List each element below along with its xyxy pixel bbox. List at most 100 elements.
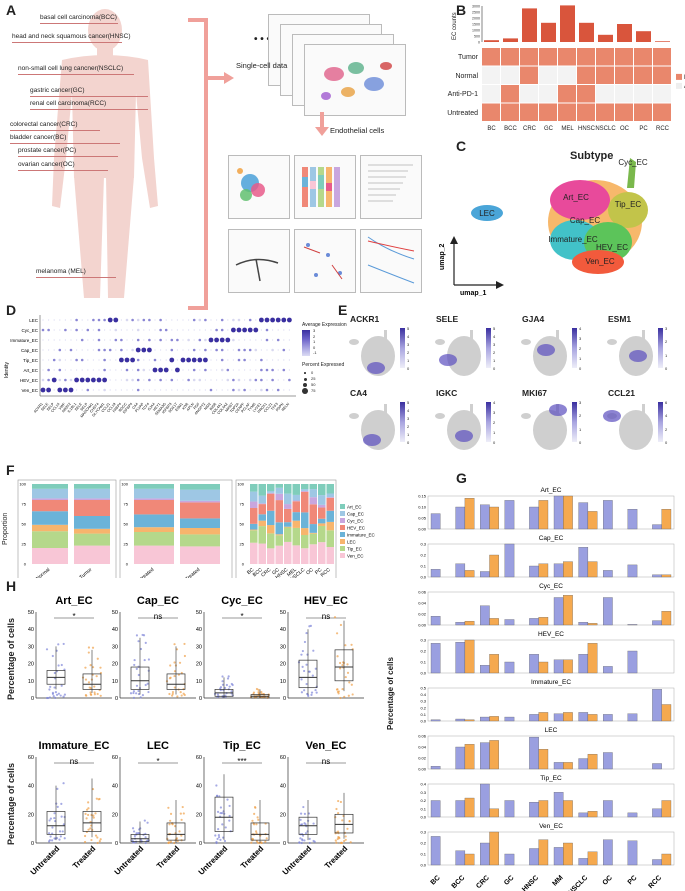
- d-dot: [208, 337, 214, 343]
- e-scale-tick: 3: [493, 410, 496, 415]
- d-dot: [92, 349, 94, 351]
- d-dot: [283, 389, 285, 391]
- h-point: [169, 812, 173, 815]
- h-title: Ven_EC: [306, 740, 347, 752]
- d-dot: [192, 318, 196, 322]
- d-dot: [277, 369, 279, 371]
- h-point: [220, 811, 224, 815]
- h-ytick: 10: [112, 679, 118, 685]
- h-point: [260, 690, 263, 694]
- h-point: [171, 823, 174, 826]
- d-dot: [52, 358, 56, 362]
- d-dot: [107, 317, 113, 323]
- d-dot: [143, 329, 145, 331]
- d-dot: [165, 319, 167, 321]
- e-scale-tick: 0: [407, 440, 410, 445]
- b-cell: [482, 66, 500, 84]
- h-point: [183, 693, 186, 697]
- d-dot: [227, 319, 229, 321]
- f-segment: [134, 500, 174, 515]
- f-segment: [301, 490, 309, 492]
- d-dot: [154, 349, 156, 351]
- d-dot: [266, 349, 268, 351]
- g-bar-untreated: [529, 618, 539, 626]
- d-dot: [210, 369, 212, 371]
- h-point: [216, 693, 220, 696]
- d-dot: [51, 377, 57, 383]
- f-xtick: PC: [314, 567, 323, 576]
- d-feature-label: CHST4: [89, 402, 100, 414]
- g-bar-untreated: [529, 565, 539, 578]
- g-bar-treated: [489, 554, 499, 578]
- pointer-line: [10, 130, 100, 131]
- e-gene-title: SELE: [436, 314, 459, 324]
- d-dot: [132, 329, 134, 331]
- d-dot: [216, 389, 218, 391]
- c-label-art: Art_EC: [563, 193, 589, 202]
- d-dot: [260, 329, 262, 331]
- g-bar-treated: [489, 618, 499, 626]
- h-point: [55, 837, 59, 840]
- h-point: [221, 683, 225, 686]
- g-bar-treated: [538, 617, 549, 626]
- d-dot: [203, 357, 208, 363]
- d-dot: [75, 318, 78, 322]
- h-xtick: Untreated: [29, 844, 62, 877]
- d-dot: [227, 389, 229, 391]
- d-dot: [276, 388, 280, 392]
- single-cell-label: Single-cell data: [236, 61, 288, 70]
- f-xtick: BCC: [252, 567, 264, 578]
- h-box: [334, 813, 354, 834]
- g-bar-treated: [587, 714, 598, 722]
- h-point: [62, 823, 65, 826]
- g-bar-treated: [538, 839, 549, 866]
- g-bar-untreated: [578, 858, 589, 866]
- d-dot: [260, 388, 263, 392]
- d-dot: [204, 329, 206, 331]
- h-point: [57, 664, 60, 667]
- d-row-label: Ven_EC: [21, 388, 38, 393]
- d-dot: [255, 359, 257, 361]
- h-point: [54, 696, 57, 699]
- g-bar-treated: [464, 639, 475, 674]
- h-point: [264, 840, 267, 843]
- b-cell: [653, 48, 671, 66]
- g-bar-untreated: [652, 620, 662, 626]
- f-legend-label: HEV_EC: [347, 526, 366, 531]
- h-point: [135, 684, 139, 687]
- e-umap-lec: [349, 339, 359, 345]
- h-point: [251, 819, 254, 822]
- d-dot: [136, 318, 140, 322]
- b-cell: [558, 48, 576, 66]
- g-bar-untreated: [480, 783, 490, 818]
- h-point: [99, 838, 102, 841]
- e-scale-tick: 3: [665, 326, 668, 331]
- e-scale-tick: 2: [579, 346, 582, 351]
- d-pct-dot: [302, 382, 308, 388]
- d-dot: [204, 348, 207, 352]
- h-point: [217, 836, 221, 839]
- f-segment: [74, 545, 110, 564]
- f-segment: [309, 524, 317, 533]
- b-cell: [520, 103, 538, 121]
- f-segment: [275, 535, 283, 546]
- f-segment: [250, 491, 258, 502]
- d-dot: [143, 339, 145, 341]
- g-bar-untreated: [603, 714, 613, 722]
- d-dot: [231, 327, 236, 333]
- d-dot: [204, 368, 207, 372]
- h-ytick: 50: [196, 610, 202, 616]
- d-dot: [204, 379, 206, 381]
- d-legend-pct: Percent Expressed: [302, 362, 345, 368]
- d-dot: [148, 338, 151, 342]
- h-signif: ns: [154, 612, 162, 621]
- h-point: [181, 805, 184, 809]
- d-feature-label: SELP: [80, 402, 89, 412]
- d-dot: [236, 327, 242, 333]
- d-dot: [232, 359, 234, 361]
- h-point: [92, 814, 95, 817]
- h-point: [335, 688, 339, 691]
- h-point: [57, 643, 60, 646]
- g-ytick: 0.3: [420, 830, 426, 835]
- h-point: [228, 685, 231, 688]
